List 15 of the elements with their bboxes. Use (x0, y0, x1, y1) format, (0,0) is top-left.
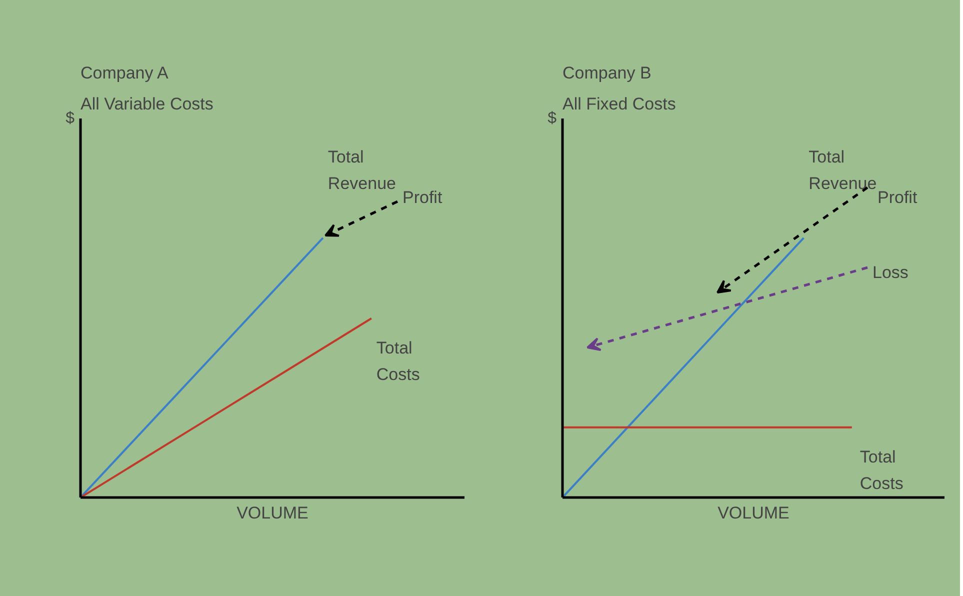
chart-subtitle: All Fixed Costs (562, 94, 676, 114)
text: Profit (878, 188, 918, 207)
chart-title: Company B (562, 64, 652, 82)
series-label: Total Costs (376, 338, 420, 384)
annotation: Loss (872, 263, 908, 282)
x-axis-title: VOLUME (718, 504, 790, 522)
y-axis-title: $ (66, 110, 75, 127)
chart-title: Company A (80, 64, 170, 82)
x-axis-title: VOLUME (236, 504, 308, 522)
text: Total Revenue (808, 147, 877, 193)
chart-subtitle: All Variable Costs (80, 94, 214, 114)
text: Total Revenue (328, 147, 396, 193)
text: Profit (402, 188, 442, 207)
series-label: Total Costs (860, 447, 904, 494)
y-axis-title: $ (548, 110, 557, 127)
